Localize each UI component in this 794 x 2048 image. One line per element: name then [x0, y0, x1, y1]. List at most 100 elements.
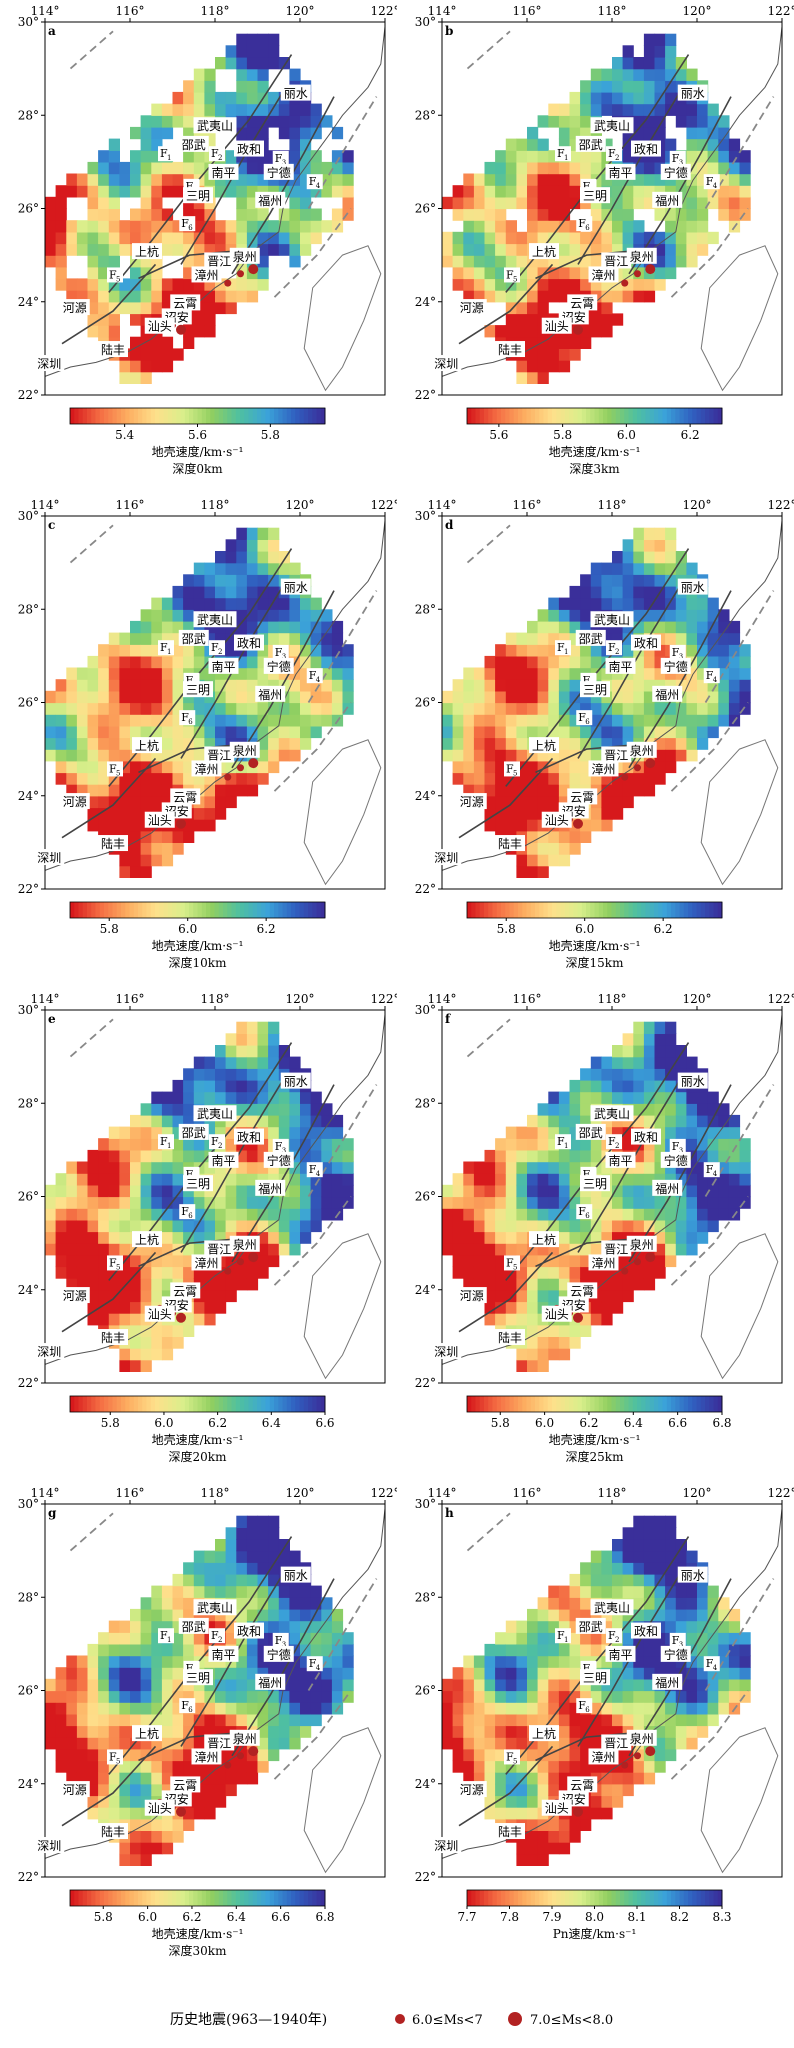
velocity-cell — [697, 1138, 709, 1151]
velocity-cell — [204, 103, 216, 116]
fault-label-sub: 5 — [513, 275, 517, 283]
velocity-cell — [108, 1667, 120, 1680]
place-label-box — [255, 1673, 286, 1690]
velocity-cell — [442, 702, 454, 715]
velocity-cell — [268, 702, 280, 715]
lat-tick-label: 24° — [18, 789, 39, 803]
velocity-cell — [675, 725, 687, 739]
velocity-cell — [119, 360, 131, 373]
velocity-cell — [87, 1301, 99, 1314]
velocity-cell — [612, 220, 624, 233]
velocity-cell — [140, 1713, 152, 1727]
velocity-cell — [119, 1359, 131, 1372]
place-label-box — [255, 685, 286, 702]
velocity-cell — [66, 231, 78, 245]
velocity-cell — [225, 1219, 237, 1233]
velocity-cell — [643, 714, 656, 727]
velocity-cell — [527, 1795, 539, 1808]
velocity-cell — [236, 1678, 248, 1692]
velocity-cell — [622, 574, 634, 587]
velocity-cell — [463, 772, 475, 785]
velocity-cell — [548, 784, 560, 797]
colorbar-segment — [312, 1890, 317, 1906]
velocity-cell — [130, 644, 142, 657]
velocity-cell — [236, 161, 248, 175]
earthquake-m7 — [176, 1806, 186, 1817]
velocity-cell — [278, 1690, 290, 1703]
place-label: 陆丰 — [101, 836, 125, 851]
velocity-cell — [151, 1772, 163, 1785]
velocity-cell — [289, 1608, 301, 1622]
velocity-cell — [569, 1114, 581, 1128]
velocity-cell — [246, 597, 259, 610]
colorbar-segment — [679, 408, 685, 424]
earthquake-m6 — [224, 1761, 232, 1769]
colorbar-segment — [654, 408, 659, 424]
velocity-cell — [130, 1313, 142, 1326]
velocity-cell — [183, 760, 195, 774]
velocity-cell — [225, 1585, 237, 1598]
place-label-box — [193, 611, 237, 628]
velocity-cell — [516, 1678, 528, 1692]
velocity-cell — [257, 702, 269, 715]
fault-label-box — [606, 146, 622, 162]
colorbar-segment — [649, 1396, 655, 1412]
velocity-cell — [140, 336, 152, 349]
velocity-cell — [633, 1184, 645, 1198]
lat-tick-label: 26° — [415, 202, 436, 216]
velocity-cell — [108, 1161, 120, 1174]
fault-label-box — [555, 640, 571, 656]
colorbar-segment — [112, 902, 118, 918]
velocity-cell — [268, 91, 280, 105]
velocity-cell — [76, 1231, 89, 1244]
velocity-cell — [548, 1324, 560, 1337]
velocity-cell — [161, 1702, 174, 1715]
velocity-cell — [183, 655, 195, 669]
velocity-cell — [76, 231, 89, 245]
velocity-cell — [527, 644, 539, 657]
velocity-cell — [516, 1161, 528, 1174]
velocity-cell — [654, 1149, 666, 1163]
velocity-cell — [66, 220, 78, 233]
velocity-cell — [342, 196, 354, 210]
velocity-cell — [686, 1184, 698, 1198]
velocity-cell — [161, 609, 174, 622]
velocity-cell — [495, 1243, 507, 1256]
colorbar-tick-label: 6.6 — [315, 1416, 334, 1430]
velocity-cell — [204, 1079, 216, 1093]
colorbar-segment — [620, 408, 625, 424]
velocity-cell — [580, 1079, 592, 1093]
velocity-cell — [580, 161, 592, 175]
velocity-cell — [697, 173, 709, 186]
velocity-cell — [278, 562, 290, 575]
place-label-box — [575, 629, 606, 646]
velocity-cell — [484, 655, 496, 669]
velocity-cell — [484, 784, 496, 797]
place-label-box — [541, 317, 572, 334]
velocity-cell — [289, 68, 301, 81]
velocity-cell — [569, 1336, 581, 1349]
velocity-cell — [236, 1760, 248, 1773]
velocity-cell — [98, 1783, 110, 1797]
velocity-cell — [697, 714, 709, 727]
velocity-cell — [310, 714, 322, 727]
velocity-cell — [484, 208, 496, 221]
colorbar-segment — [78, 408, 84, 424]
velocity-cell — [527, 1289, 539, 1303]
velocity-cell — [622, 597, 634, 610]
velocity-cell — [527, 772, 539, 785]
colorbar-segment — [218, 1396, 224, 1412]
place-label-box — [229, 1235, 260, 1252]
velocity-cell — [321, 1655, 333, 1668]
place-label-box — [98, 1823, 128, 1840]
velocity-cell — [686, 68, 698, 81]
velocity-cell — [665, 45, 677, 58]
velocity-cell — [580, 325, 592, 338]
velocity-cell — [739, 655, 751, 669]
velocity-cell — [452, 1173, 464, 1186]
colorbar-segment — [658, 1396, 663, 1412]
place-label-box — [652, 685, 683, 702]
velocity-cell — [236, 1219, 248, 1233]
velocity-cell — [140, 126, 152, 140]
